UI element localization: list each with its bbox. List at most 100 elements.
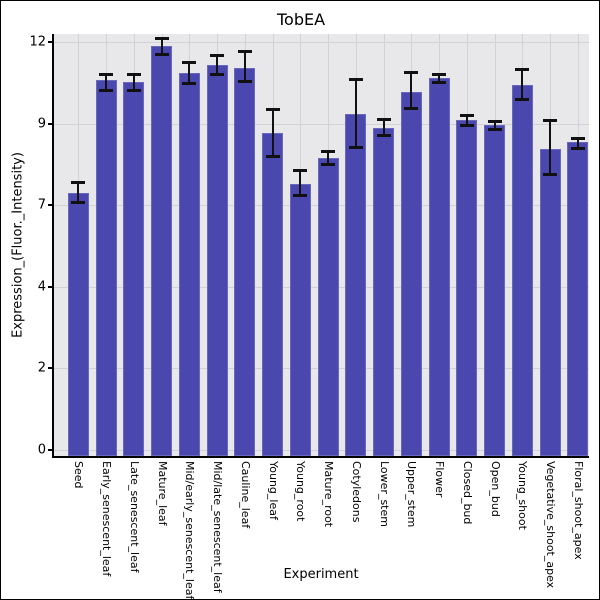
error-bar-cap xyxy=(321,162,336,166)
chart-title: TobEA xyxy=(276,10,326,29)
y-axis-title: Expression_(Fluor._Intensity) xyxy=(10,152,26,338)
y-tick-label: 2 xyxy=(37,360,46,376)
error-bar xyxy=(132,73,135,90)
error-bar-cap xyxy=(348,146,363,150)
error-bar-cap xyxy=(293,194,308,198)
y-tick-label: 9 xyxy=(37,116,46,132)
bar xyxy=(178,73,200,456)
x-axis-line xyxy=(52,456,589,458)
error-bar xyxy=(160,37,163,54)
bar xyxy=(151,46,173,456)
h-gridline xyxy=(54,123,589,125)
error-bar-cap xyxy=(404,70,419,74)
error-bar-cap xyxy=(570,136,585,140)
error-bar-cap xyxy=(182,61,197,65)
error-bar-cap xyxy=(99,88,114,92)
error-bar xyxy=(243,50,246,82)
error-bar-cap xyxy=(265,154,280,158)
y-axis-line xyxy=(52,34,54,458)
y-tick-mark xyxy=(48,204,54,207)
error-bar-cap xyxy=(459,114,474,118)
error-bar xyxy=(382,119,385,136)
x-tick-label: Young_leaf xyxy=(266,461,280,520)
error-bar xyxy=(271,108,274,156)
y-tick-label: 0 xyxy=(37,442,46,458)
error-bar-cap xyxy=(210,73,225,77)
error-bar-cap xyxy=(154,52,169,56)
error-bar xyxy=(188,62,191,83)
x-axis-title: Experiment xyxy=(283,567,359,582)
x-tick-label: Late_senescent_leaf xyxy=(127,461,141,573)
error-bar-cap xyxy=(376,118,391,122)
x-tick-label: Flower xyxy=(433,461,447,498)
error-bar xyxy=(105,73,108,90)
error-bar-cap xyxy=(126,88,141,92)
error-bar xyxy=(216,55,219,75)
x-tick-label: Floral_shoot_apex xyxy=(571,461,585,560)
plot-area xyxy=(54,34,589,456)
error-bar xyxy=(493,120,496,130)
x-tick-label: Cauline_leaf xyxy=(238,461,252,529)
bar xyxy=(95,80,117,456)
bar xyxy=(262,132,284,456)
error-bar-cap xyxy=(182,81,197,85)
x-tick-label: Vegetative_shoot_apex xyxy=(544,461,558,589)
y-tick-mark xyxy=(48,449,54,451)
error-bar-cap xyxy=(154,36,169,40)
x-tick-label: Open_bud xyxy=(488,461,502,517)
y-tick-mark xyxy=(48,41,54,43)
error-bar-cap xyxy=(321,150,336,154)
error-bar-cap xyxy=(237,49,252,53)
error-bar xyxy=(521,69,524,99)
h-gridline xyxy=(54,42,589,43)
x-tick-label: Closed_bud xyxy=(460,461,474,525)
error-bar-cap xyxy=(404,106,419,110)
error-bar-cap xyxy=(71,180,86,184)
bar xyxy=(345,114,367,456)
y-tick-label: 7 xyxy=(37,197,46,213)
error-bar xyxy=(576,137,579,148)
error-bar-cap xyxy=(487,128,502,132)
error-bar-cap xyxy=(237,80,252,84)
error-bar-cap xyxy=(515,68,530,72)
y-tick-mark xyxy=(48,122,54,125)
error-bar-cap xyxy=(459,123,474,127)
bar xyxy=(234,67,256,456)
x-tick-label: Early_senescent_leaf xyxy=(100,461,114,577)
bar xyxy=(456,120,478,456)
error-bar xyxy=(465,115,468,125)
error-bar xyxy=(77,181,80,203)
bar xyxy=(289,183,311,456)
error-bar xyxy=(438,73,441,82)
error-bar-cap xyxy=(570,146,585,150)
error-bar-cap xyxy=(126,72,141,76)
error-bar-cap xyxy=(543,118,558,122)
x-tick-label: Mature_leaf xyxy=(155,461,169,526)
error-bar xyxy=(299,169,302,196)
error-bar-cap xyxy=(265,107,280,111)
x-tick-label: Young_shoot xyxy=(516,461,530,530)
error-bar xyxy=(410,71,413,108)
x-tick-label: Mature_root xyxy=(322,461,336,528)
error-bar-cap xyxy=(348,77,363,81)
error-bar-cap xyxy=(487,119,502,123)
error-bar-cap xyxy=(432,80,447,84)
error-bar xyxy=(549,119,552,175)
error-bar-cap xyxy=(71,201,86,205)
error-bar xyxy=(327,151,330,164)
x-tick-label: Mid/early_senescent_leaf xyxy=(183,461,197,600)
y-tick-label: 4 xyxy=(37,279,46,295)
bar xyxy=(511,85,533,456)
x-tick-label: Young_root xyxy=(294,461,308,522)
bar xyxy=(373,127,395,456)
error-bar-cap xyxy=(293,168,308,172)
error-bar-cap xyxy=(543,173,558,177)
error-bar-cap xyxy=(210,54,225,58)
bar xyxy=(428,77,450,456)
x-tick-label: Cotyledons xyxy=(349,461,363,523)
bar xyxy=(400,91,422,456)
bar xyxy=(123,81,145,456)
bar xyxy=(317,157,339,456)
y-tick-mark xyxy=(48,285,54,288)
